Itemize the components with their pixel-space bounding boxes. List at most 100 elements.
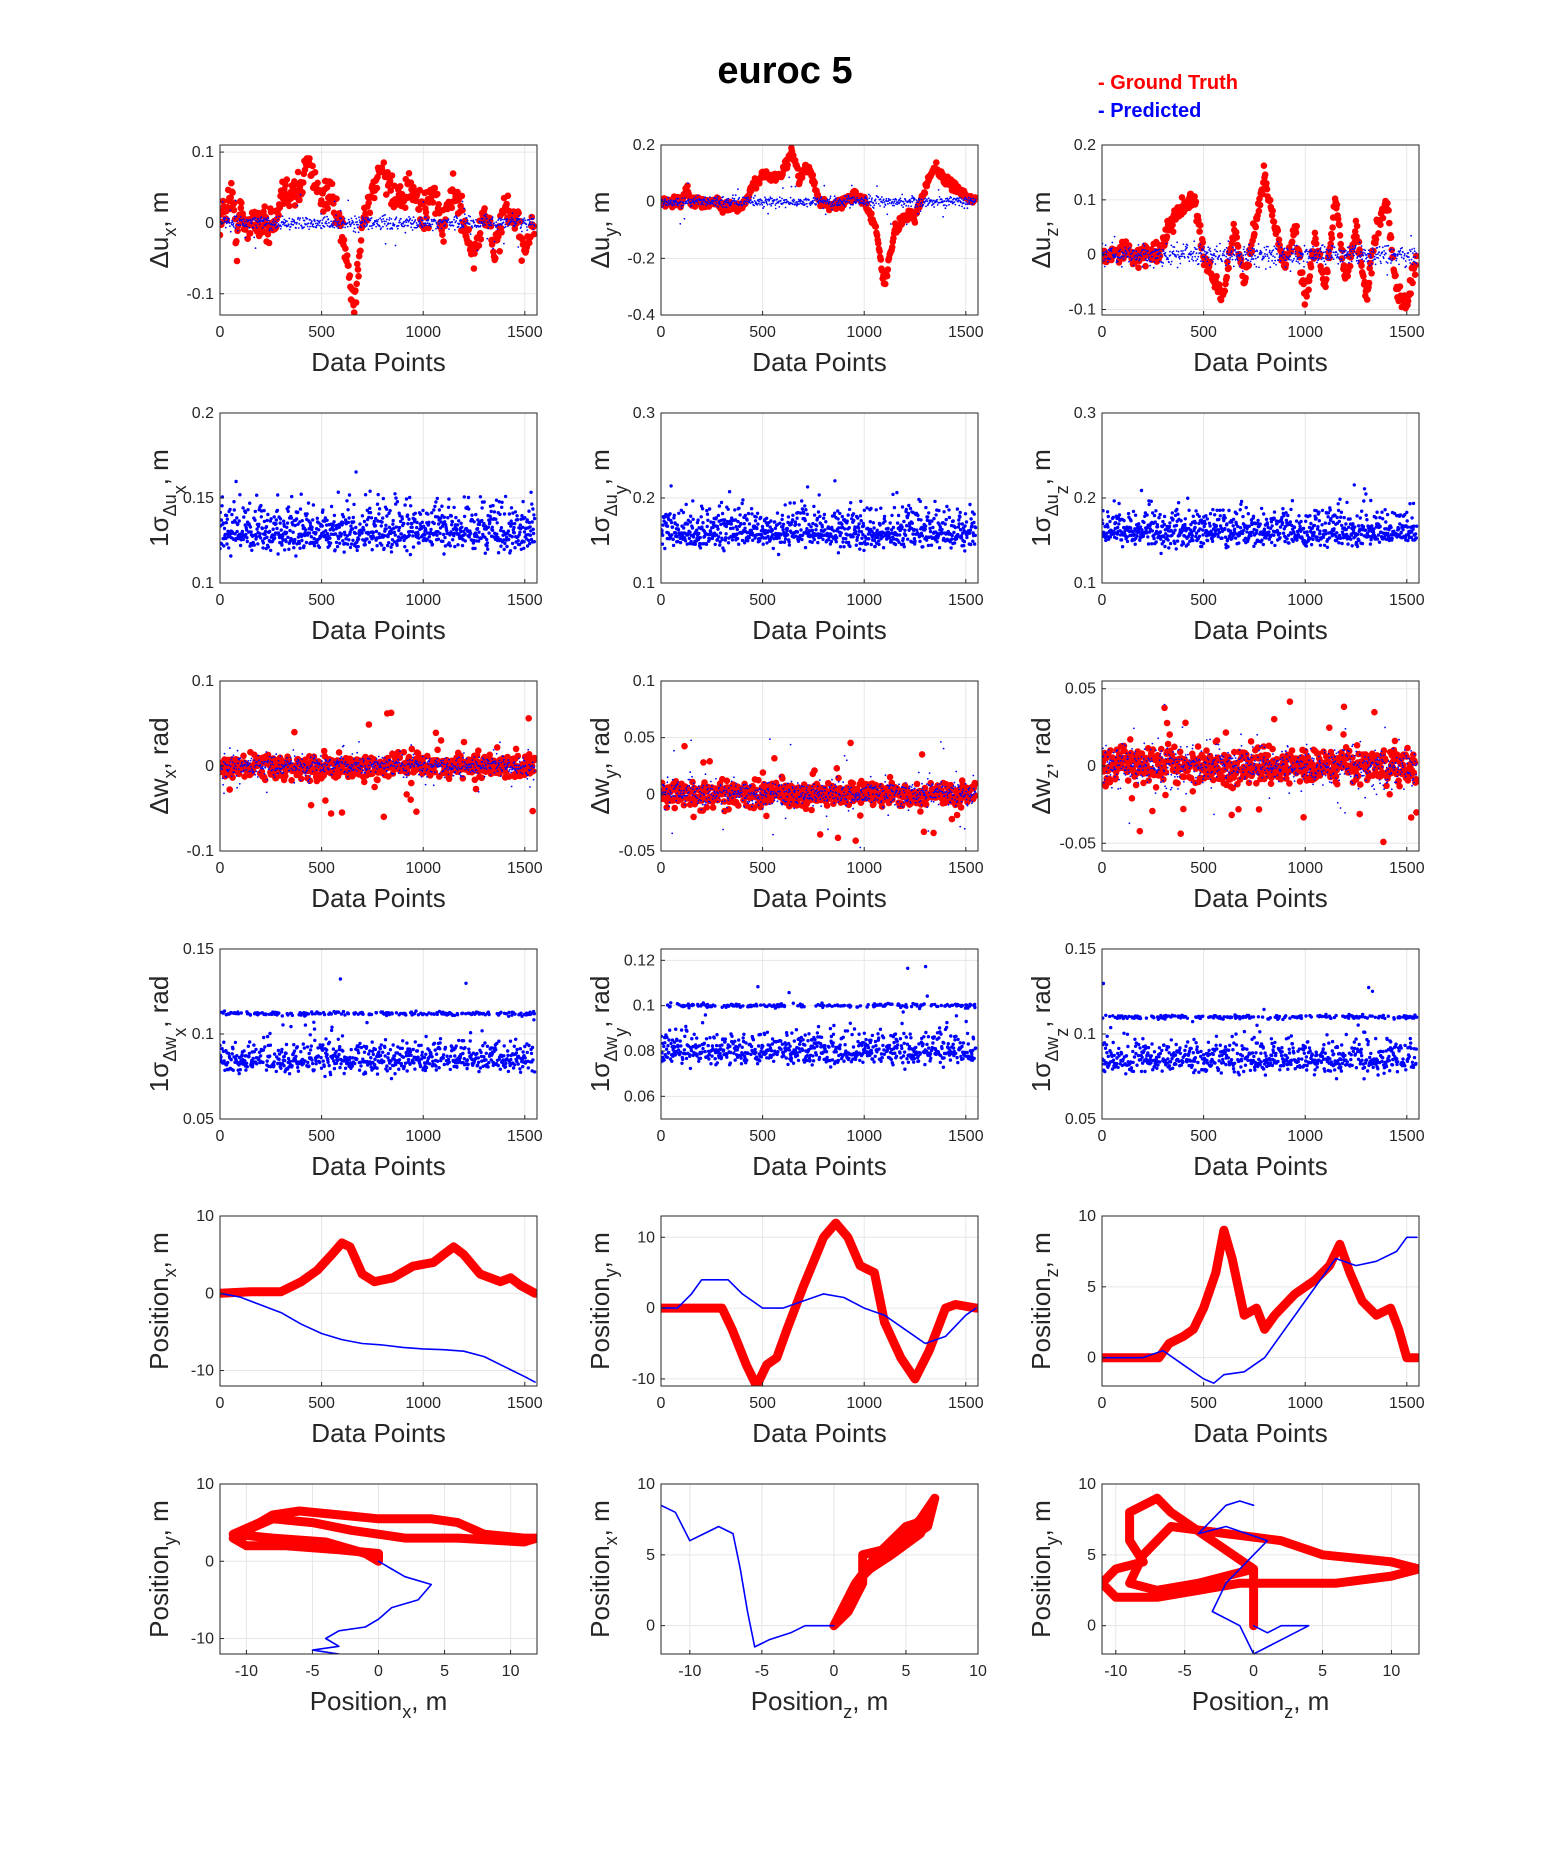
data-point — [740, 538, 745, 543]
data-point — [1255, 207, 1263, 215]
data-point — [407, 533, 411, 537]
data-point — [518, 215, 521, 217]
data-point — [754, 194, 756, 197]
data-point — [484, 215, 487, 218]
data-point — [515, 514, 519, 518]
data-point — [923, 202, 926, 204]
axes-box — [219, 144, 538, 316]
data-point — [1231, 258, 1234, 261]
data-point — [713, 542, 717, 547]
data-point — [922, 203, 925, 206]
y-tick-label: -0.1 — [186, 286, 214, 303]
data-point — [485, 544, 489, 548]
data-point — [816, 197, 819, 200]
data-point — [448, 544, 452, 548]
data-point — [320, 227, 323, 230]
data-point — [664, 512, 668, 517]
data-point — [454, 528, 459, 532]
data-point — [1379, 214, 1387, 222]
data-point — [1268, 251, 1271, 254]
data-point — [804, 203, 806, 206]
data-point — [1195, 252, 1198, 255]
data-point — [505, 220, 508, 223]
data-point — [515, 222, 517, 225]
data-point — [348, 220, 351, 223]
data-point — [320, 524, 324, 528]
data-point — [311, 169, 319, 176]
data-point — [1386, 262, 1389, 264]
data-point — [769, 197, 772, 200]
data-point — [1359, 251, 1362, 253]
data-point — [478, 495, 483, 499]
data-point — [1194, 255, 1196, 258]
data-point — [1128, 260, 1130, 263]
data-point — [422, 209, 430, 216]
data-point — [364, 225, 367, 228]
data-point — [1409, 250, 1412, 253]
data-point — [468, 531, 473, 535]
data-point — [1277, 243, 1280, 246]
data-point — [482, 521, 486, 526]
data-point — [1330, 250, 1332, 253]
data-point — [394, 525, 399, 529]
data-point — [847, 194, 850, 197]
data-point — [882, 280, 889, 288]
data-point — [347, 493, 352, 497]
data-point — [471, 226, 474, 229]
data-point — [285, 525, 289, 529]
data-point — [267, 222, 270, 225]
data-point — [462, 514, 467, 519]
data-point — [475, 219, 477, 221]
data-point — [354, 260, 361, 268]
data-point — [1252, 253, 1255, 256]
data-point — [933, 159, 940, 166]
data-point — [1336, 255, 1339, 257]
data-point — [315, 516, 319, 520]
data-point — [1234, 258, 1237, 261]
data-point — [233, 532, 237, 536]
data-point — [254, 535, 259, 539]
data-point — [1354, 244, 1357, 247]
data-point — [1299, 269, 1306, 276]
data-point — [342, 550, 346, 554]
data-point — [356, 537, 361, 541]
data-point — [853, 198, 856, 200]
data-point — [1259, 253, 1262, 256]
data-point — [262, 508, 266, 513]
data-point — [400, 217, 402, 220]
data-point — [401, 225, 404, 228]
data-point — [471, 250, 478, 257]
data-point — [1136, 255, 1139, 258]
data-point — [465, 226, 473, 233]
data-point — [343, 252, 351, 259]
data-point — [1173, 246, 1176, 249]
data-point — [357, 231, 360, 234]
x-tick-label: 1500 — [507, 324, 543, 341]
data-point — [399, 221, 401, 224]
data-point — [431, 184, 439, 192]
data-point — [466, 221, 468, 224]
data-point — [1336, 256, 1338, 259]
data-point — [512, 218, 514, 221]
data-point — [409, 504, 413, 508]
data-point — [1184, 245, 1187, 248]
data-point — [430, 225, 432, 228]
data-point — [229, 230, 232, 233]
data-point — [1351, 248, 1354, 251]
data-point — [1156, 256, 1159, 259]
data-point — [417, 225, 420, 228]
data-point — [311, 225, 314, 228]
data-point — [1152, 266, 1155, 269]
data-point — [1114, 255, 1117, 257]
data-point — [351, 538, 355, 542]
data-point — [1245, 262, 1253, 269]
data-point — [447, 218, 450, 221]
data-point — [1105, 254, 1108, 256]
data-point — [298, 219, 301, 221]
data-point — [421, 508, 425, 513]
data-point — [964, 196, 967, 199]
data-point — [1116, 260, 1119, 263]
data-point — [354, 215, 356, 218]
